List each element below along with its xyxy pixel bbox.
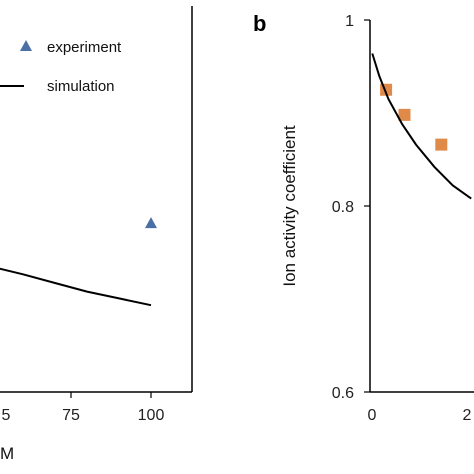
panel-b-y-tick-label: 0.8	[332, 199, 354, 216]
legend-simulation-label: simulation	[47, 78, 115, 95]
panel-b: b Ion activity coefficient 0.6 0.8 1 0 2	[253, 11, 474, 424]
panel-a-x-tick-label-partial: 5	[2, 407, 11, 424]
panel-b-x-tick-label: 2	[463, 407, 472, 424]
panel-a: 75 100 5 M experiment simulation	[0, 6, 193, 463]
series-b-line	[371, 53, 472, 200]
panel-b-y-axis-label: Ion activity coefficient	[280, 125, 299, 287]
panel-a-x-tick-label: 100	[138, 407, 165, 424]
data-point-b-square	[435, 138, 448, 151]
legend-experiment-marker	[20, 40, 32, 51]
panel-b-y-tick-label: 0.6	[332, 385, 354, 402]
data-point-b-square	[398, 108, 411, 121]
panel-a-x-tick-label: 75	[62, 407, 80, 424]
panel-b-y-tick-label: 1	[345, 13, 354, 30]
panel-a-legend: experiment simulation	[0, 39, 122, 95]
panel-b-letter: b	[253, 11, 266, 36]
data-point-experiment	[145, 217, 157, 229]
panel-b-x-tick-label: 0	[368, 407, 377, 424]
series-simulation-line	[0, 267, 152, 307]
panel-a-x-axis-label: M	[0, 444, 14, 463]
legend-experiment-label: experiment	[47, 39, 122, 56]
